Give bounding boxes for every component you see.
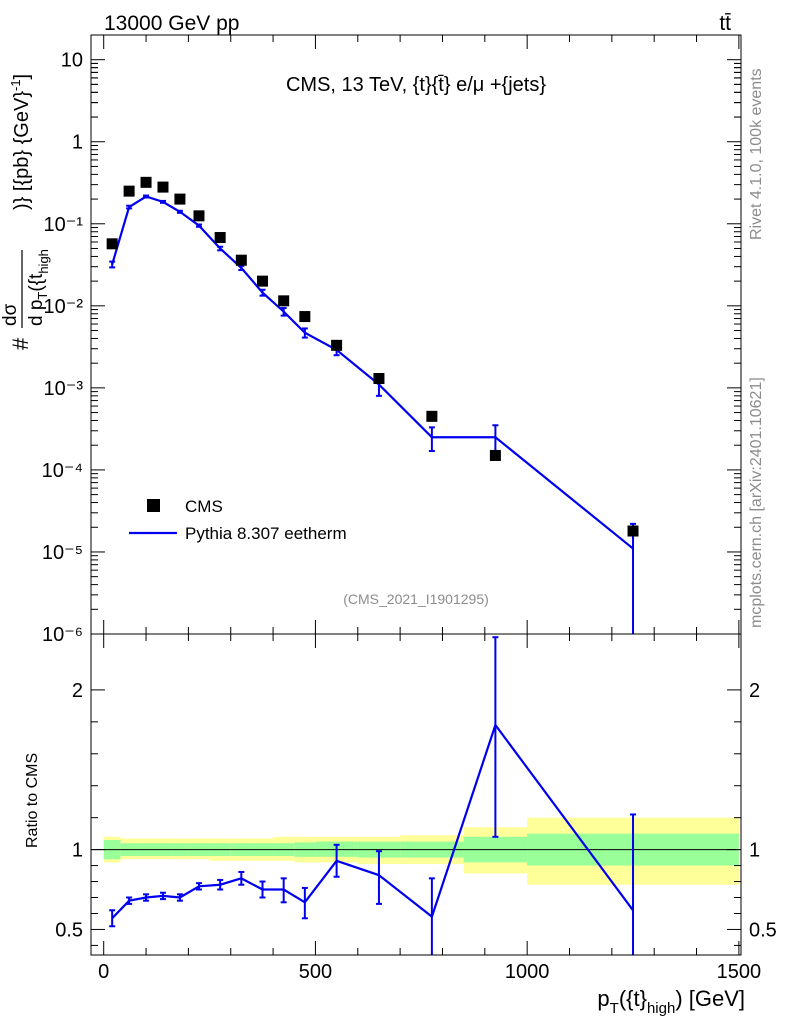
legend-cms-marker	[147, 499, 160, 512]
cms-data-point	[193, 210, 205, 222]
ratio-line	[111, 722, 634, 920]
cms-data-point	[140, 176, 152, 188]
ratio-panel: 0.5 0.5 1 1 2 2 0 500 1000 1500 Ratio to CMS pT({…	[24, 633, 777, 1017]
cms-data-point	[174, 193, 186, 205]
legend-pythia-label: Pythia 8.307 eetherm	[185, 524, 347, 543]
x-tick-label: 500	[299, 961, 332, 983]
ratio-y-tick-label: 0.5	[55, 919, 83, 941]
y-tick-label: 10⁻⁵	[42, 542, 83, 564]
y-axis-label-text: #	[8, 337, 33, 350]
ratio-y-tick-label: 2	[72, 680, 83, 702]
cms-data-point	[426, 410, 438, 422]
cms-data-point	[123, 185, 135, 197]
x-tick-label: 0	[98, 961, 109, 983]
ratio-panel-frame	[90, 633, 742, 956]
y-tick-label: 10	[61, 50, 83, 72]
legend: CMS Pythia 8.307 eetherm	[129, 497, 347, 543]
y-tick-label: 1	[72, 132, 83, 154]
ratio-y-axis-label: Ratio to CMS	[24, 753, 41, 848]
x-tick-label: 1500	[717, 961, 762, 983]
ratio-y-tick-label: 1	[72, 840, 83, 862]
rivet-version-text: Rivet 4.1.0, 100k events	[748, 68, 765, 240]
cms-data-point	[235, 254, 247, 266]
analysis-watermark: (CMS_2021_I1901295)	[343, 591, 489, 607]
y-tick-label: 10⁻³	[44, 378, 84, 400]
pythia-line	[111, 195, 634, 550]
cms-data-point	[627, 525, 639, 537]
cms-data-point	[157, 181, 169, 193]
mcplots-text: mcplots.cern.ch [arXiv:2401.10621]	[748, 377, 765, 628]
cms-data-point	[373, 373, 385, 385]
cms-data-point	[278, 295, 290, 307]
main-panel-frame	[90, 34, 742, 635]
process-label: tt̄	[719, 12, 731, 35]
ratio-y-tick-label-right: 0.5	[749, 919, 777, 941]
cms-data-point	[489, 449, 501, 461]
cms-data-point	[331, 339, 343, 351]
cms-data-point	[106, 238, 118, 250]
plot-title: CMS, 13 TeV, {t}{t̄} e/μ +{jets}	[286, 74, 546, 96]
y-axis-label-numerator: dσ	[0, 303, 21, 326]
y-tick-label: 10⁻²	[44, 296, 84, 318]
x-axis-label: pT({t}high) [GeV]	[597, 986, 745, 1017]
y-tick-label: 10⁻⁶	[42, 624, 83, 646]
cms-data-point	[256, 275, 268, 287]
ratio-y-tick-label-right: 2	[749, 680, 760, 702]
y-tick-label: 10⁻⁴	[42, 460, 83, 482]
main-panel: 10 1 10⁻¹ 10⁻² 10⁻³ 10⁻⁴ 10⁻⁵ 10⁻⁶ CMS, 13 TeV,…	[0, 34, 742, 646]
y-tick-label: 10⁻¹	[44, 214, 84, 236]
x-tick-label: 1000	[505, 961, 550, 983]
y-axis-label-units: )} [{pb} {GeV}-1]	[8, 74, 33, 210]
legend-cms-label: CMS	[185, 497, 223, 516]
energy-label: 13000 GeV pp	[104, 12, 239, 35]
ratio-y-tick-label-right: 1	[749, 840, 760, 862]
cms-data-point	[299, 311, 311, 323]
y-axis-label: # dσ d pT({thigh )} [{pb} {GeV}-1]	[0, 74, 51, 350]
cms-data-point	[214, 232, 226, 244]
